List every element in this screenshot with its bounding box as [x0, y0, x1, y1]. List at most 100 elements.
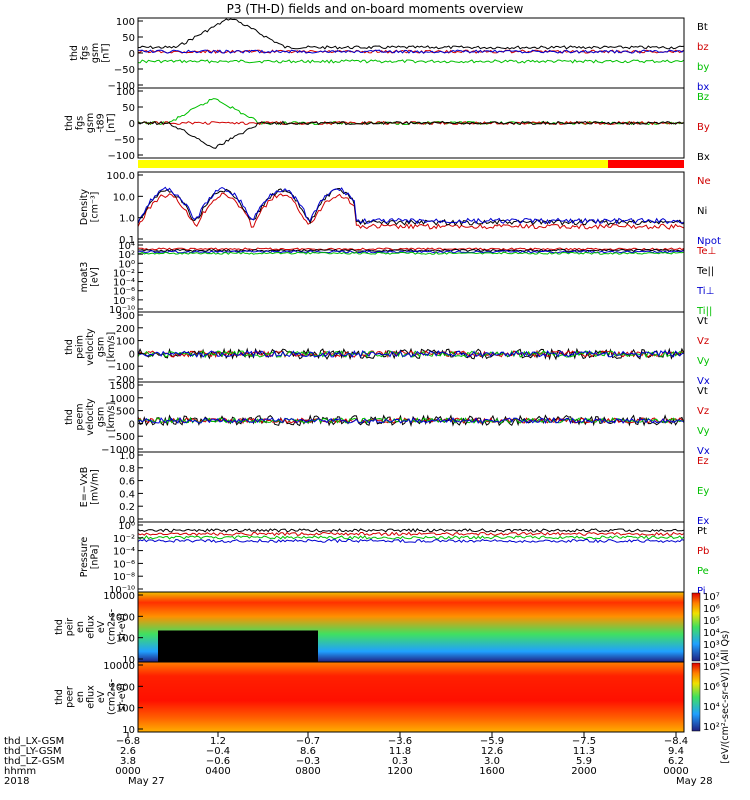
- legend-label: by: [697, 62, 709, 73]
- panel-1: Bt bz by bx 100 50 0 −50 −100 thd fgs gsm [nT]: [69, 17, 709, 93]
- y-axis-label: [nT]: [101, 43, 112, 62]
- y-tick-label: 10: [122, 725, 135, 736]
- colorbar-tick-label: 10⁵: [703, 616, 720, 627]
- panel-7: Ez Ey Ex 1.0 0.8 0.60.4 0.2 0.0 E=−VxB [mV/m]: [79, 451, 709, 527]
- panel-3: Ne Ni Npot 100.0 10.0 1.0 0.1 Density [cm⁻³]: [79, 171, 721, 247]
- footer-cell: −0.3: [296, 756, 320, 767]
- y-tick-label: 10⁰: [118, 521, 135, 532]
- y-tick-label: 10²: [118, 250, 135, 261]
- series-line-bt: [137, 18, 685, 50]
- footer-cell: −3.6: [388, 736, 412, 747]
- footer-cell: −0.4: [206, 746, 230, 757]
- legend-label: Pi: [697, 586, 706, 597]
- series-line-pe: [137, 535, 685, 540]
- y-axis-label: gsm: [96, 337, 107, 357]
- colorbar: [691, 592, 701, 662]
- footer-cell: 0800: [295, 766, 320, 777]
- legend-label: Te⊥: [696, 246, 716, 257]
- y-axis-label: peer: [65, 686, 76, 708]
- y-tick-label: −200: [108, 375, 135, 386]
- series-line-vz: [137, 349, 685, 359]
- legend-label: Bt: [697, 22, 708, 33]
- y-tick-label: −100: [108, 151, 135, 162]
- colorbar-tick-label: 10²: [703, 722, 720, 733]
- y-tick-label: 0.1: [119, 235, 135, 246]
- y-axis-label: thd: [54, 689, 65, 705]
- y-tick-label: 0.6: [119, 477, 135, 488]
- colorbar: [691, 662, 701, 732]
- colorbar-label: [eV/(cm²-sec-sr-eV)] (All Qs): [720, 630, 731, 763]
- y-tick-label: 10⁻⁶: [113, 559, 135, 570]
- y-tick-label: 10⁻¹⁰: [109, 585, 135, 596]
- y-tick-label: 0: [129, 419, 135, 430]
- legend-label: Ey: [697, 486, 709, 497]
- y-tick-label: 10⁻⁸: [113, 572, 135, 583]
- y-tick-label: 0.4: [119, 489, 135, 500]
- legend-label: Ni: [697, 206, 707, 217]
- series-line-te||: [137, 248, 685, 253]
- y-tick-label: 10⁰: [118, 259, 135, 270]
- legend-label: Pt: [697, 526, 707, 537]
- y-axis-label: eV: [96, 620, 107, 633]
- y-tick-label: −500: [108, 432, 135, 443]
- y-axis-label: velocity: [85, 398, 96, 436]
- legend-label: Vz: [697, 406, 709, 417]
- panel-5: Vt Vz Vy Vx 300 200 1000 −100 −200 thd peim velocit…: [64, 311, 710, 387]
- colorbar-tick-label: 10⁶: [703, 604, 720, 615]
- y-axis-label: eflux: [86, 615, 97, 639]
- y-axis-label: [nPa]: [90, 545, 101, 570]
- y-tick-label: 10⁴: [118, 241, 135, 252]
- footer-row-label: thd_LX-GSM: [4, 736, 64, 747]
- y-axis-label: thd: [64, 115, 75, 131]
- y-tick-label: 10000: [103, 591, 135, 602]
- y-axis-label: E=−VxB: [79, 467, 90, 508]
- colorbar-tick-label: 10³: [703, 640, 720, 651]
- legend-label: Pb: [697, 546, 709, 557]
- y-axis-label: -t89: [96, 113, 107, 132]
- series-line-bz: [137, 98, 685, 126]
- y-tick-label: 100: [116, 704, 135, 715]
- y-tick-label: −50: [114, 65, 135, 76]
- y-axis-label: velocity: [85, 328, 96, 366]
- footer-cell: 1200: [387, 766, 412, 777]
- y-axis-label: en: [75, 621, 86, 633]
- footer-cell: −7.5: [572, 736, 596, 747]
- footer-cell: 3.0: [484, 756, 500, 767]
- series-line-pi: [137, 538, 685, 544]
- y-tick-label: 10⁻²: [113, 268, 135, 279]
- footer-cell: 2.6: [120, 746, 136, 757]
- colorbar-tick-label: 10⁴: [703, 702, 720, 713]
- legend-label: Ne: [697, 176, 711, 187]
- legend-label: Pe: [697, 566, 709, 577]
- y-tick-label: 100: [116, 87, 135, 98]
- legend-label: Vx: [697, 376, 710, 387]
- y-tick-label: −50: [114, 135, 135, 146]
- y-axis-label: thd: [64, 339, 75, 355]
- y-tick-label: 300: [116, 311, 135, 322]
- legend-label: Vt: [697, 386, 708, 397]
- legend-label: Vy: [697, 356, 710, 367]
- y-axis-label: peir: [65, 618, 76, 637]
- legend-label: Ex: [697, 516, 709, 527]
- y-tick-label: 100.0: [106, 171, 135, 182]
- y-axis-label: peem: [75, 404, 86, 431]
- y-tick-label: 10⁻⁶: [113, 287, 135, 298]
- y-tick-label: 10⁻⁴: [113, 547, 135, 558]
- footer-cell: −6.8: [116, 736, 140, 747]
- y-axis-label: (cm2-s-: [107, 679, 118, 715]
- y-tick-label: 1000: [110, 682, 135, 693]
- footer-cell: 1600: [479, 766, 504, 777]
- colorbar-tick-label: 10⁸: [703, 662, 720, 673]
- colorbar-tick-label: 10⁶: [703, 682, 720, 693]
- colorbar-tick-label: 10²: [703, 652, 720, 663]
- y-tick-label: 1000: [110, 612, 135, 623]
- legend-label: Npot: [697, 236, 721, 247]
- y-tick-label: 100: [116, 634, 135, 645]
- y-tick-label: 10⁻⁴: [113, 278, 135, 289]
- y-tick-label: 0.0: [119, 515, 135, 526]
- page-title: P3 (TH-D) fields and on-board moments ov…: [226, 2, 524, 16]
- footer-row-label: thd_LZ-GSM: [4, 756, 65, 767]
